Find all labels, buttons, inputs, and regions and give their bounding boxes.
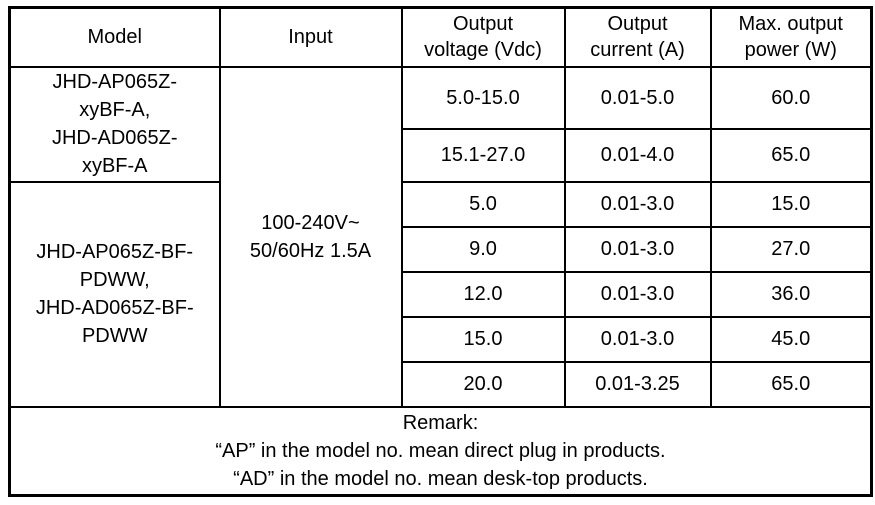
table-row: 20.0 0.01-3.25 65.0 — [10, 360, 873, 408]
table-row: JHD-AP065Z-BF- PDWW, JHD-AD065Z-BF- PDWW… — [8, 180, 873, 408]
table-row: 15.1-27.0 0.01-4.0 65.0 — [10, 127, 873, 183]
current-cell: 0.01-3.0 — [563, 315, 712, 363]
header-output-current: Output current (A) — [563, 6, 712, 68]
remark-title: Remark: — [402, 411, 479, 434]
current-cell: 0.01-3.0 — [563, 180, 712, 228]
voltage-cell: 5.0 — [400, 180, 566, 228]
current-cell: 0.01-3.0 — [563, 270, 712, 318]
header-row: Model Input Output voltage (Vdc) Output … — [8, 6, 873, 68]
voltage-cell: 12.0 — [400, 270, 566, 318]
header-output-voltage: Output voltage (Vdc) — [400, 6, 566, 68]
power-cell: 65.0 — [709, 127, 873, 183]
table-row: 9.0 0.01-3.0 27.0 — [10, 225, 873, 273]
header-model: Model — [8, 6, 221, 68]
current-cell: 0.01-5.0 — [563, 65, 712, 130]
voltage-cell: 20.0 — [400, 360, 566, 408]
power-cell: 27.0 — [709, 225, 873, 273]
model-group-b-cell: JHD-AP065Z-BF- PDWW, JHD-AD065Z-BF- PDWW — [8, 180, 221, 408]
voltage-cell: 9.0 — [400, 225, 566, 273]
header-max-output-power: Max. output power (W) — [709, 6, 873, 68]
current-cell: 0.01-4.0 — [563, 127, 712, 183]
current-cell: 0.01-3.0 — [563, 225, 712, 273]
remark-row: Remark: “AP” in the model no. mean direc… — [8, 405, 873, 497]
spec-table: Model Input Output voltage (Vdc) Output … — [8, 6, 873, 497]
voltage-cell: 15.0 — [400, 315, 566, 363]
current-cell: 0.01-3.25 — [563, 360, 712, 408]
power-cell: 15.0 — [709, 180, 873, 228]
voltage-cell: 15.1-27.0 — [400, 127, 566, 183]
header-input: Input — [218, 6, 403, 68]
power-cell: 60.0 — [709, 65, 873, 130]
input-spec-cell: 100-240V~ 50/60Hz 1.5A — [218, 65, 403, 408]
power-cell: 45.0 — [709, 315, 873, 363]
remark-line-ap: “AP” in the model no. mean direct plug i… — [215, 439, 666, 462]
remark-cell: Remark: “AP” in the model no. mean direc… — [8, 405, 873, 497]
model-group-a-cell: JHD-AP065Z- xyBF-A, JHD-AD065Z- xyBF-A — [8, 65, 221, 183]
power-cell: 36.0 — [709, 270, 873, 318]
remark-line-ad: “AD” in the model no. mean desk-top prod… — [233, 467, 648, 490]
table-row: JHD-AP065Z- xyBF-A, JHD-AD065Z- xyBF-A 1… — [8, 65, 873, 408]
power-cell: 65.0 — [709, 360, 873, 408]
table-row: 15.0 0.01-3.0 45.0 — [10, 315, 873, 363]
table-row: 12.0 0.01-3.0 36.0 — [10, 270, 873, 318]
voltage-cell: 5.0-15.0 — [400, 65, 566, 130]
